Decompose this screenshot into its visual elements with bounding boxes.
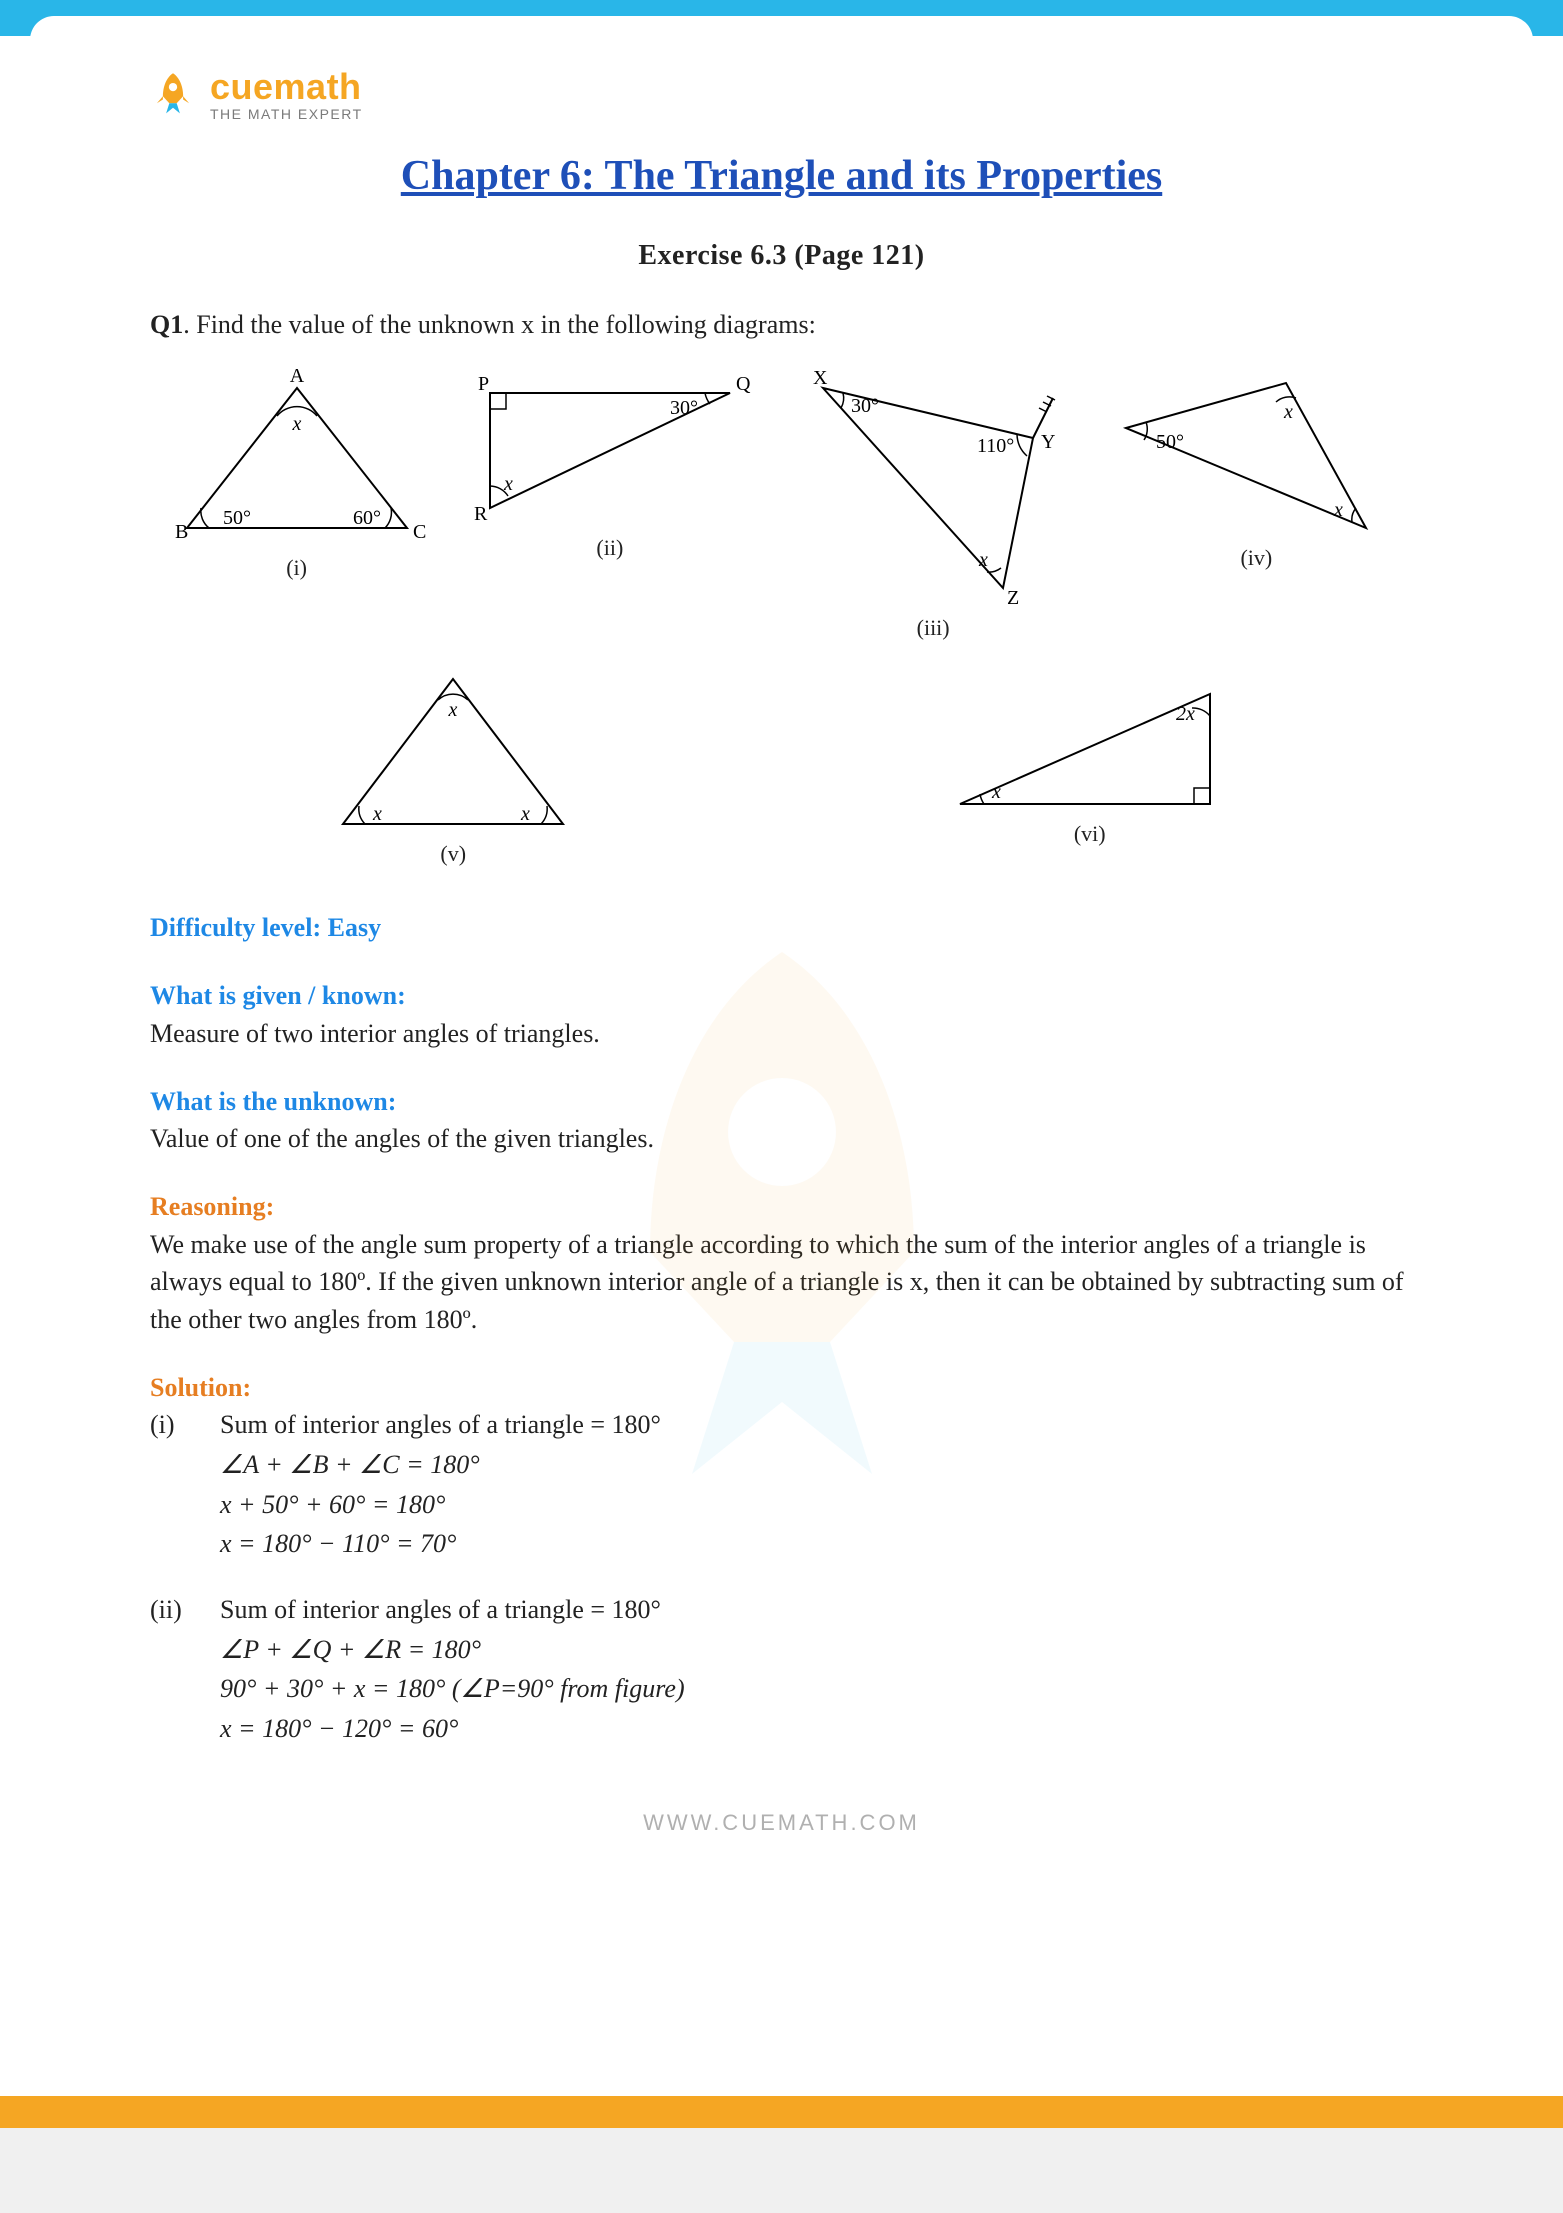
question-text: . Find the value of the unknown x in the…: [183, 310, 816, 339]
given-label: What is given / known:: [150, 977, 1413, 1015]
sol-ii-l3: 90° + 30° + x = 180° (∠P=90° from figure…: [220, 1670, 1413, 1708]
svg-text:Y: Y: [1041, 431, 1055, 453]
logo: cuemath THE MATH EXPERT: [150, 66, 1413, 122]
sol-i-l4: x = 180° − 110° = 70°: [220, 1525, 1413, 1563]
sol-i-l1: Sum of interior angles of a triangle = 1…: [220, 1406, 1413, 1444]
svg-text:Z: Z: [1007, 587, 1019, 608]
sol-ii-num: (ii): [150, 1591, 220, 1750]
solution-i: (i) Sum of interior angles of a triangle…: [150, 1406, 1413, 1565]
svg-text:x: x: [503, 473, 513, 495]
svg-text:50°: 50°: [223, 507, 251, 529]
sol-i-num: (i): [150, 1406, 220, 1565]
svg-text:Q: Q: [736, 373, 751, 395]
brand-tagline: THE MATH EXPERT: [210, 106, 363, 122]
svg-text:x: x: [991, 781, 1001, 803]
unknown-text: Value of one of the angles of the given …: [150, 1120, 1413, 1158]
reasoning-label: Reasoning:: [150, 1188, 1413, 1226]
reasoning-block: Reasoning: We make use of the angle sum …: [150, 1188, 1413, 1339]
svg-text:C: C: [413, 521, 426, 543]
svg-text:60°: 60°: [353, 507, 381, 529]
diagram-v: x x x (v): [323, 664, 583, 870]
caption-v: (v): [323, 838, 583, 870]
sol-i-l2: ∠A + ∠B + ∠C = 180°: [220, 1446, 1413, 1484]
svg-text:50°: 50°: [1156, 431, 1184, 453]
svg-text:30°: 30°: [670, 397, 698, 419]
diagram-iv: 50° x x (iv): [1106, 368, 1406, 644]
question-line: Q1. Find the value of the unknown x in t…: [150, 306, 1413, 344]
bottom-bar: [0, 2096, 1563, 2128]
solution-label: Solution:: [150, 1369, 1413, 1407]
svg-text:30°: 30°: [851, 395, 879, 417]
svg-text:A: A: [289, 368, 304, 387]
svg-text:x: x: [1333, 499, 1343, 521]
caption-i: (i): [157, 552, 437, 584]
caption-iii: (iii): [783, 612, 1083, 644]
svg-text:x: x: [1283, 401, 1293, 423]
page-card: cuemath THE MATH EXPERT Chapter 6: The T…: [30, 16, 1533, 2096]
chapter-title: Chapter 6: The Triangle and its Properti…: [150, 152, 1413, 200]
svg-text:B: B: [175, 521, 188, 543]
svg-text:x: x: [372, 803, 382, 825]
unknown-label: What is the unknown:: [150, 1083, 1413, 1121]
diagram-vi: x 2x (vi): [940, 664, 1240, 870]
given-block: What is given / known: Measure of two in…: [150, 977, 1413, 1052]
question-label: Q1: [150, 310, 183, 339]
diagrams: A B C x 50° 60° (i): [150, 368, 1413, 870]
svg-text:x: x: [520, 803, 530, 825]
diagram-ii: P Q R 30° x (ii): [460, 368, 760, 644]
svg-text:110°: 110°: [977, 435, 1014, 457]
svg-text:R: R: [474, 503, 488, 525]
exercise-title: Exercise 6.3 (Page 121): [150, 240, 1413, 272]
sol-ii-l2: ∠P + ∠Q + ∠R = 180°: [220, 1631, 1413, 1669]
footer-url: WWW.CUEMATH.COM: [150, 1780, 1413, 1856]
caption-vi: (vi): [940, 818, 1240, 850]
difficulty: Difficulty level: Easy: [150, 909, 1413, 947]
diagram-iii: X Y Z 30° 110° x (iii): [783, 368, 1083, 644]
svg-text:X: X: [813, 368, 828, 389]
sol-ii-l1: Sum of interior angles of a triangle = 1…: [220, 1591, 1413, 1629]
caption-ii: (ii): [460, 532, 760, 564]
solution-block: Solution: (i) Sum of interior angles of …: [150, 1369, 1413, 1750]
caption-iv: (iv): [1106, 542, 1406, 574]
logo-text: cuemath THE MATH EXPERT: [210, 66, 363, 122]
given-text: Measure of two interior angles of triang…: [150, 1015, 1413, 1053]
difficulty-label: Difficulty level: Easy: [150, 913, 381, 942]
solution-ii: (ii) Sum of interior angles of a triangl…: [150, 1591, 1413, 1750]
content: Q1. Find the value of the unknown x in t…: [150, 306, 1413, 1750]
svg-text:x: x: [448, 699, 458, 721]
svg-text:x: x: [291, 413, 301, 435]
diagram-i: A B C x 50° 60° (i): [157, 368, 437, 644]
rocket-icon: [150, 71, 196, 117]
page: cuemath THE MATH EXPERT Chapter 6: The T…: [0, 0, 1563, 2128]
reasoning-text: We make use of the angle sum property of…: [150, 1226, 1413, 1339]
brand-name: cuemath: [210, 66, 363, 108]
sol-i-l3: x + 50° + 60° = 180°: [220, 1486, 1413, 1524]
unknown-block: What is the unknown: Value of one of the…: [150, 1083, 1413, 1158]
svg-text:2x: 2x: [1176, 703, 1195, 725]
svg-text:P: P: [478, 373, 489, 395]
svg-text:x: x: [978, 549, 988, 571]
sol-ii-l4: x = 180° − 120° = 60°: [220, 1710, 1413, 1748]
